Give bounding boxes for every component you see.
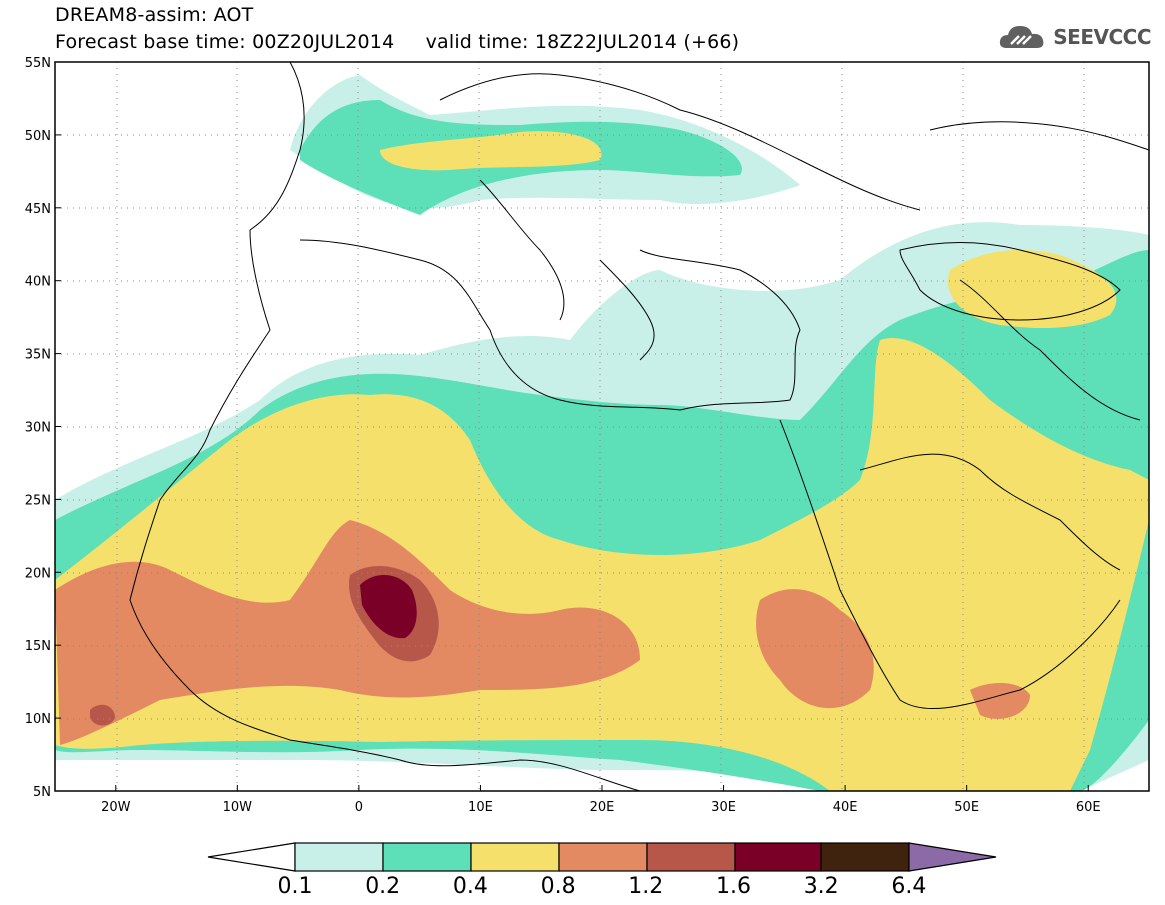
lat-tick-label: 55N bbox=[25, 56, 51, 71]
lat-tick-label: 45N bbox=[25, 202, 51, 217]
lat-tick-label: 10N bbox=[25, 712, 51, 727]
lat-tick-label: 15N bbox=[25, 639, 51, 654]
lon-tick-label: 40E bbox=[833, 800, 858, 815]
valid-time-label: valid time: 18Z22JUL2014 (+66) bbox=[425, 31, 740, 53]
colorbar-bin-4 bbox=[558, 842, 648, 872]
aot-band-1.6 bbox=[360, 574, 417, 639]
aot-band-0.8-arabia bbox=[970, 683, 1030, 719]
lon-tick-label: 10W bbox=[223, 800, 253, 815]
time-info: Forecast base time: 00Z20JUL2014 valid t… bbox=[55, 31, 739, 53]
lon-tick-label: 30E bbox=[711, 800, 736, 815]
colorbar-level-label: 0.1 bbox=[278, 874, 313, 899]
colorbar-bin-5 bbox=[646, 842, 736, 872]
coastlines bbox=[129, 62, 1149, 791]
lon-axis: 20W 10W 0 10E 20E 30E 40E 50E 60E bbox=[101, 785, 1101, 815]
aot-band-0.4-black-sea bbox=[948, 250, 1117, 328]
colorbar-bin-7 bbox=[820, 842, 910, 872]
lon-tick-label: 50E bbox=[954, 800, 979, 815]
lat-tick-label: 5N bbox=[33, 785, 51, 800]
colorbar-under-triangle bbox=[207, 842, 296, 872]
aot-band-0.4-europe bbox=[380, 131, 602, 171]
colorbar-bin-2 bbox=[382, 842, 472, 872]
aot-band-0.8 bbox=[55, 520, 640, 745]
lat-tick-label: 20N bbox=[25, 566, 51, 581]
lat-tick-label: 30N bbox=[25, 421, 51, 436]
colorbar-level-label: 0.4 bbox=[453, 874, 488, 899]
lat-tick-label: 35N bbox=[25, 348, 51, 363]
colorbar-bin-6 bbox=[734, 842, 822, 872]
colorbar-bin-1 bbox=[294, 842, 384, 872]
colorbar-level-label: 1.2 bbox=[628, 874, 663, 899]
colorbar-over-triangle bbox=[908, 842, 997, 872]
colorbar-labels: 0.1 0.2 0.4 0.8 1.2 1.6 3.2 6.4 bbox=[278, 874, 927, 899]
lon-tick-label: 10E bbox=[468, 800, 493, 815]
colorbar-level-label: 6.4 bbox=[891, 874, 926, 899]
colorbar-level-label: 0.8 bbox=[541, 874, 576, 899]
colorbar-level-label: 1.6 bbox=[716, 874, 751, 899]
lat-tick-label: 40N bbox=[25, 275, 51, 290]
lon-tick-label: 0 bbox=[355, 800, 363, 815]
colorbar: 0.1 0.2 0.4 0.8 1.2 1.6 3.2 6.4 bbox=[207, 842, 997, 899]
lat-axis: 55N 50N 45N 40N 35N 30N 25N 20N 15N 10N 5N bbox=[25, 56, 61, 800]
lon-tick-label: 20E bbox=[590, 800, 615, 815]
colorbar-level-label: 0.2 bbox=[365, 874, 400, 899]
colorbar-level-label: 3.2 bbox=[804, 874, 839, 899]
aot-band-0.8-ethiopia bbox=[756, 589, 874, 709]
lon-tick-label: 20W bbox=[101, 800, 131, 815]
base-time-label: Forecast base time: 00Z20JUL2014 bbox=[55, 31, 395, 53]
colorbar-bin-3 bbox=[470, 842, 560, 872]
aot-field bbox=[55, 75, 1149, 791]
lat-tick-label: 25N bbox=[25, 493, 51, 508]
logo-text: SEEVCCC bbox=[1053, 25, 1151, 49]
map-title: DREAM8-assim: AOT bbox=[55, 4, 254, 26]
graticule bbox=[55, 62, 1149, 791]
lon-tick-label: 60E bbox=[1076, 800, 1101, 815]
lat-tick-label: 50N bbox=[25, 129, 51, 144]
aot-band-1.2-west bbox=[90, 704, 115, 726]
cloud-icon bbox=[1000, 26, 1044, 48]
seevccc-logo: SEEVCCC bbox=[997, 22, 1151, 52]
